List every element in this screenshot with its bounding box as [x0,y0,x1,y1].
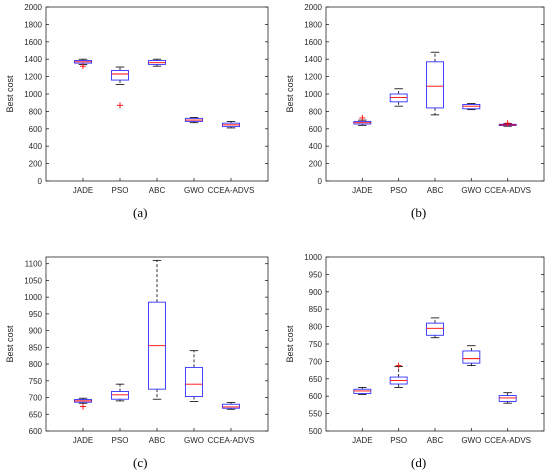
ytick-label-a-9: 1800 [24,20,42,29]
caption-c: (c) [133,455,148,470]
caption-b: (b) [411,205,427,220]
ytick-label-b-1: 200 [309,160,323,169]
xtick-label-b-3: GWO [461,186,481,195]
ytick-label-b-10: 2000 [304,3,322,12]
xtick-label-c-2: ABC [149,436,166,445]
ytick-label-b-5: 1000 [304,90,322,99]
xtick-label-d-3: GWO [461,436,481,445]
ytick-label-d-5: 750 [309,340,323,349]
ytick-label-a-6: 1200 [24,73,42,82]
xtick-label-c-0: JADE [73,436,93,445]
outlier-a-0-0 [80,63,86,70]
xtick-label-c-4: CCEA-ADVS [208,436,255,445]
ytick-label-d-6: 800 [309,323,323,332]
box-c-1 [111,391,129,400]
box-b-2 [426,61,444,109]
xtick-label-d-2: ABC [427,436,444,445]
plot-frame-b [325,6,545,182]
ytick-label-d-10: 1000 [304,253,322,262]
ytick-label-a-10: 2000 [24,3,42,12]
plot-frame-a [45,6,269,182]
y-axis-label-c: Best cost [5,325,15,363]
ytick-label-d-2: 600 [309,392,323,401]
ytick-label-d-3: 650 [309,375,323,384]
ytick-label-c-2: 700 [29,394,43,403]
ytick-label-b-9: 1800 [304,20,322,29]
ytick-label-c-0: 600 [29,427,43,436]
xtick-label-a-2: ABC [149,186,166,195]
ytick-label-a-5: 1000 [24,90,42,99]
box-c-3 [185,366,203,397]
xtick-label-d-1: PSO [390,436,407,445]
box-d-3 [462,350,481,364]
ytick-label-a-0: 0 [38,177,43,186]
outlier-b-0-0 [359,114,366,121]
outlier-b-4-0 [504,120,511,127]
caption-a: (a) [133,205,148,220]
xtick-label-c-1: PSO [112,436,129,445]
xtick-label-b-4: CCEA-ADVS [484,186,531,195]
plot-frame-c [45,256,269,432]
xtick-label-a-3: GWO [184,186,204,195]
ytick-label-d-0: 500 [309,427,323,436]
xtick-label-a-0: JADE [73,186,93,195]
ytick-label-a-2: 400 [29,142,43,151]
ytick-label-b-8: 1600 [304,38,322,47]
ytick-label-c-4: 800 [29,360,43,369]
ytick-label-d-7: 850 [309,305,323,314]
y-axis-label-d: Best cost [285,325,295,363]
ytick-label-d-1: 550 [309,410,323,419]
box-d-2 [426,322,444,336]
ytick-label-a-3: 600 [29,125,43,134]
box-a-1 [111,70,129,81]
y-axis-label-b: Best cost [285,75,295,113]
xtick-label-d-0: JADE [352,436,372,445]
ytick-label-b-0: 0 [318,177,323,186]
ytick-label-b-6: 1200 [304,73,322,82]
ytick-label-c-5: 850 [29,343,43,352]
ytick-label-c-9: 1050 [24,276,42,285]
ytick-label-b-3: 600 [309,125,323,134]
xtick-label-b-0: JADE [352,186,372,195]
plot-frame-d [325,256,545,432]
ytick-label-c-3: 750 [29,377,43,386]
outlier-d-1-0 [395,362,402,369]
box-c-4 [222,403,240,409]
ytick-label-d-8: 900 [309,288,323,297]
ytick-label-c-10: 1100 [25,260,43,269]
xtick-label-c-3: GWO [184,436,204,445]
ytick-label-d-9: 950 [309,270,323,279]
xtick-label-a-4: CCEA-ADVS [208,186,255,195]
outlier-c-0-0 [80,403,86,410]
ytick-label-b-2: 400 [309,142,323,151]
ytick-label-a-4: 800 [29,107,43,116]
ytick-label-c-1: 650 [29,410,43,419]
ytick-label-a-7: 1400 [24,55,42,64]
xtick-label-d-4: CCEA-ADVS [484,436,531,445]
ytick-label-a-8: 1600 [24,38,42,47]
ytick-label-a-1: 200 [29,160,43,169]
ytick-label-c-6: 900 [29,327,43,336]
ytick-label-b-7: 1400 [304,55,322,64]
y-axis-label-a: Best cost [5,75,15,113]
xtick-label-b-2: ABC [427,186,444,195]
ytick-label-b-4: 800 [309,107,323,116]
xtick-label-a-1: PSO [112,186,129,195]
ytick-label-d-4: 700 [309,357,323,366]
xtick-label-b-1: PSO [390,186,407,195]
ytick-label-c-7: 950 [29,310,43,319]
caption-d: (d) [411,455,427,470]
box-d-4 [498,395,517,402]
ytick-label-c-8: 1000 [24,293,42,302]
outlier-a-1-0 [117,102,123,109]
